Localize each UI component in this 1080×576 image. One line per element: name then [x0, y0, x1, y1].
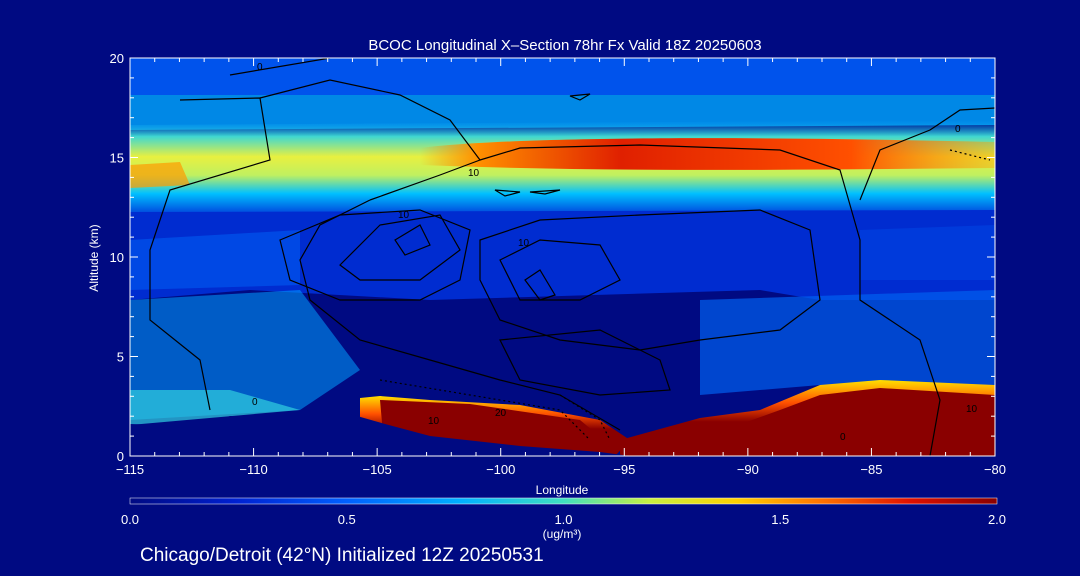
contour-line — [299, 199, 621, 431]
surface-plume-east-core — [730, 388, 995, 456]
contour-line — [494, 189, 561, 197]
lower-east-field — [700, 290, 995, 395]
contour-line — [499, 329, 671, 396]
contour-label: 10 — [398, 210, 410, 221]
x-tick-label: −90 — [737, 462, 759, 477]
heatmap-field — [130, 58, 995, 456]
colorbar-tick-label: 0.5 — [338, 512, 356, 527]
contour-line — [949, 149, 991, 161]
contour-label: 10 — [518, 238, 530, 249]
colorbar-unit-label: (ug/m³) — [543, 527, 582, 541]
y-axis-label: Altitude (km) — [87, 224, 101, 291]
lower-west-cyan — [130, 390, 300, 425]
y-tick-label: 10 — [110, 250, 124, 265]
contour-label: 10 — [966, 404, 978, 415]
x-axis-label: Longitude — [536, 483, 589, 497]
y-tick-label: 20 — [110, 51, 124, 66]
mid-blue-west — [130, 230, 300, 290]
contour-line — [229, 58, 331, 76]
x-tick-label: −100 — [486, 462, 515, 477]
mid-blue-band — [130, 205, 995, 300]
contour-line — [859, 107, 995, 201]
chart-title: BCOC Longitudinal X–Section 78hr Fx Vali… — [368, 37, 761, 54]
contour-line — [259, 79, 481, 201]
colorbar-tick-label: 2.0 — [988, 512, 1006, 527]
colorbar-tick-label: 1.5 — [771, 512, 789, 527]
x-tick-label: −95 — [613, 462, 635, 477]
contour-line — [499, 239, 621, 301]
contour-line — [279, 209, 471, 301]
mid-blue-east — [860, 225, 995, 280]
x-tick-label: −105 — [362, 462, 391, 477]
contour-line — [479, 209, 821, 351]
colorbar-tick-label: 1.0 — [554, 512, 572, 527]
contour-label: 0 — [840, 432, 846, 443]
contour-label: 0 — [257, 62, 263, 73]
contour-line — [339, 214, 461, 281]
y-tick-label: 0 — [117, 449, 124, 464]
contour-line — [149, 97, 271, 411]
footer-caption: Chicago/Detroit (42°N) Initialized 12Z 2… — [140, 545, 544, 566]
contour-line — [524, 269, 556, 301]
contour-line — [479, 144, 941, 456]
peak-layer — [420, 138, 995, 170]
colorbar-tick-label: 0.0 — [121, 512, 139, 527]
y-tick-label: 5 — [117, 350, 124, 365]
contour-lines — [149, 58, 995, 456]
contour-label: 10 — [428, 416, 440, 427]
x-tick-label: −85 — [860, 462, 882, 477]
contour-line — [559, 394, 611, 441]
x-tick-label: −110 — [239, 462, 267, 477]
colorbar — [129, 497, 998, 505]
contour-label: 0 — [252, 397, 258, 408]
axes: −115 −110 −105 −100 −95 −90 −85 −80 0 5 10 15 20 — [110, 51, 1007, 477]
lower-west-field — [130, 290, 360, 420]
x-tick-label: −80 — [984, 462, 1006, 477]
colorbar-ticks: 0.0 0.5 1.0 1.5 2.0 — [121, 512, 1006, 527]
contour-line — [379, 379, 591, 441]
terrain — [130, 414, 630, 456]
contour-label: 10 — [468, 168, 480, 179]
x-tick-label: −115 — [116, 462, 144, 477]
contour-line — [569, 93, 591, 101]
contour-line — [394, 224, 431, 256]
upper-band-top — [130, 58, 995, 95]
contour-label: 20 — [495, 408, 507, 419]
contour-label: 0 — [955, 124, 961, 135]
peak-layer-west — [130, 162, 190, 188]
y-tick-label: 15 — [110, 151, 124, 166]
